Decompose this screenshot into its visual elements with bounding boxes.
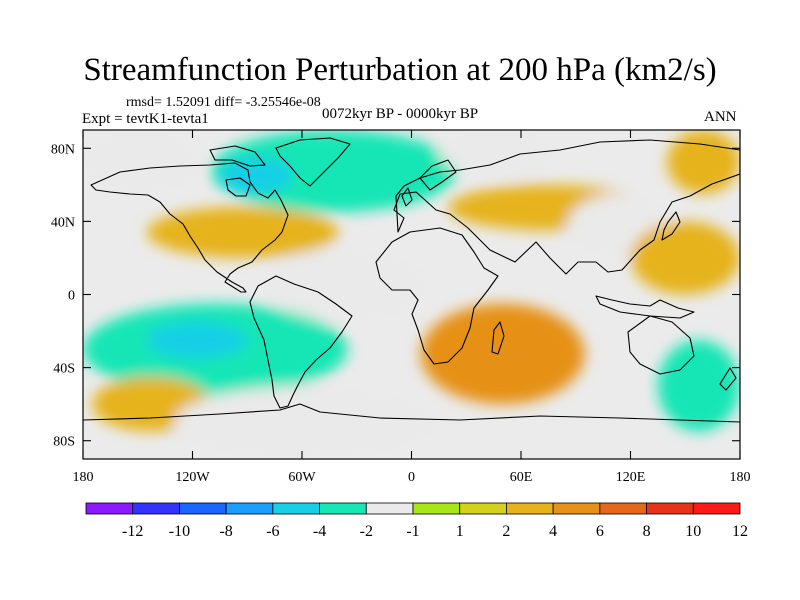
coast-new-zealand — [719, 367, 737, 391]
coast-indonesia — [595, 295, 695, 319]
contour-region-9 — [265, 248, 430, 322]
contour-region-16 — [657, 340, 740, 432]
colorbar-label: 8 — [643, 523, 651, 540]
x-tick-label: 180 — [73, 470, 94, 485]
period-label: 0072kyr BP - 0000kyr BP — [322, 106, 479, 122]
contour-region-10 — [630, 221, 740, 295]
chart-title: Streamfunction Perturbation at 200 hPa (… — [83, 52, 717, 88]
contour-region-6 — [667, 130, 740, 194]
coast-japan — [661, 211, 681, 241]
colorbar-swatch — [692, 502, 741, 515]
colorbar-label: 2 — [502, 523, 510, 540]
x-tick-label: 0 — [408, 470, 415, 485]
colorbar-swatch — [85, 502, 134, 515]
y-tick-label: 40S — [53, 362, 75, 377]
coast-south-america — [249, 275, 353, 409]
season-label: ANN — [704, 109, 737, 125]
colorbar-swatch — [412, 502, 461, 515]
colorbar-label: -4 — [313, 523, 326, 540]
colorbar-swatch — [459, 502, 507, 515]
y-tick-label: 0 — [68, 289, 75, 304]
coast-australia — [627, 315, 695, 375]
colorbar-swatch — [599, 502, 647, 515]
coast-britain — [401, 187, 413, 207]
colorbar-label: 12 — [732, 523, 748, 540]
coast-greenland — [275, 137, 351, 187]
colorbar-label: -2 — [360, 523, 373, 540]
contour-region-5 — [83, 130, 202, 194]
colorbar-swatch — [225, 502, 274, 515]
contour-region-8 — [146, 206, 339, 258]
coast-africa — [375, 227, 499, 365]
colorbar-swatch — [506, 502, 554, 515]
colorbar-label: 10 — [685, 523, 701, 540]
coast-north-america — [90, 162, 289, 293]
colorbar-swatch — [319, 502, 367, 515]
map-area — [83, 130, 740, 459]
coastlines — [83, 137, 740, 423]
colorbar-label: -6 — [266, 523, 279, 540]
colorbar-label: 1 — [456, 523, 464, 540]
contour-region-13 — [146, 321, 248, 359]
coast-antarctica — [83, 403, 740, 423]
y-tick-label: 80N — [51, 142, 75, 157]
coast-hudson-bay — [225, 177, 251, 197]
colorbar-swatch — [272, 502, 320, 515]
contour-region-11 — [420, 303, 585, 405]
colorbar-swatch — [179, 502, 227, 515]
experiment-label: Expt = tevtK1-tevta1 — [82, 111, 209, 127]
x-tick-label: 120E — [616, 470, 646, 485]
colorbar-label: 4 — [549, 523, 557, 540]
stats-subtitle: rmsd= 1.52091 diff= -3.25546e-08 — [126, 95, 321, 110]
colorbar-swatch — [132, 502, 180, 515]
contour-region-3 — [438, 130, 558, 176]
x-tick-label: 120W — [175, 470, 210, 485]
coast-eurasia — [393, 139, 740, 275]
colorbar-label: -12 — [122, 523, 143, 540]
coast-scandinavia — [419, 159, 457, 191]
colorbar-label: -10 — [169, 523, 190, 540]
y-tick-label: 80S — [53, 435, 75, 450]
colorbar-label: -8 — [219, 523, 232, 540]
contour-layer — [83, 130, 740, 459]
y-tick-label: 40N — [51, 215, 75, 230]
coast-madagascar — [491, 321, 505, 355]
x-tick-label: 60W — [288, 470, 316, 485]
colorbar-swatch — [552, 502, 601, 515]
colorbar: -12 -10 -8 -6 -4 -2 -1 1 2 4 6 8 10 12 — [85, 502, 748, 540]
colorbar-swatch — [365, 502, 414, 515]
contour-region-2 — [219, 157, 293, 194]
colorbar-label: 6 — [596, 523, 604, 540]
colorbar-swatch — [646, 502, 694, 515]
contour-region-15 — [174, 385, 439, 459]
axis-labels: 180 120W 60W 0 60E 120E 180 80N 40N 0 40S 80S — [51, 142, 751, 485]
axis-ticks — [82, 130, 741, 459]
x-tick-label: 60E — [510, 470, 533, 485]
coast-arctic-islands — [209, 145, 266, 167]
colorbar-label: -1 — [406, 523, 419, 540]
x-tick-label: 180 — [730, 470, 751, 485]
